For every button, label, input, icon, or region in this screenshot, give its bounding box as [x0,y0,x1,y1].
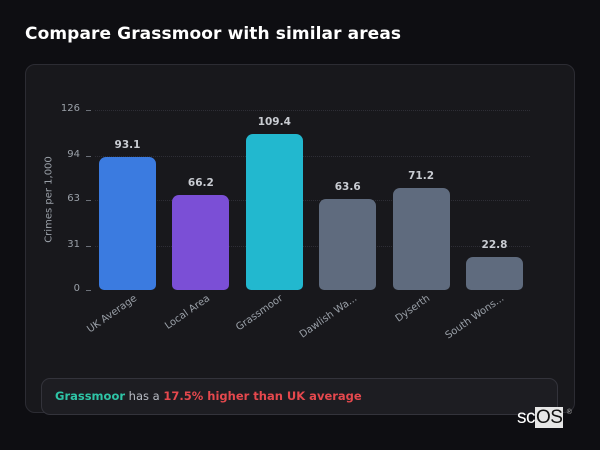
summary-connector: has a [125,389,164,403]
gridline [95,245,530,247]
y-tick-mark [86,200,91,201]
y-tick-mark [86,245,91,247]
bar-south-wons[interactable] [466,257,523,290]
comparison-summary: Grassmoor has a 17.5% higher than UK ave… [41,378,558,415]
y-tick-label: 63 [67,193,80,204]
registered-icon: ® [566,409,572,416]
bar-grassmoor[interactable] [245,133,303,290]
y-tick-label: 31 [67,238,80,250]
comparison-highlight: 17.5% higher than UK average [163,389,362,403]
bar-value-label: 22.8 [481,239,508,252]
y-tick-label: 126 [60,103,80,114]
x-axis-label: Dyserth [393,292,433,325]
bar-dyserth[interactable] [392,188,450,290]
bar-uk-average[interactable] [99,157,156,290]
x-axis-label: UK Average [84,292,139,336]
gridline [95,110,530,111]
gridline [95,200,530,201]
area-name: Grassmoor [55,389,126,403]
y-tick-mark [86,155,91,157]
y-tick-mark [86,110,91,111]
bar-dawlish-wa[interactable] [319,199,377,290]
bar-value-label: 109.4 [257,115,291,128]
bar-local-area[interactable] [172,195,230,290]
y-tick-label: 94 [67,148,80,160]
bar-value-label: 66.2 [187,177,214,190]
gridline [95,155,530,157]
x-axis-label: Dawlish Wa... [297,292,359,341]
y-tick-label: 0 [73,283,80,294]
x-axis-label: South Wons... [443,292,506,342]
y-tick-mark [86,290,91,291]
bar-value-label: 93.1 [114,139,141,151]
bar-value-label: 71.2 [408,170,435,183]
scos-logo: scOS ® [517,407,572,428]
bar-value-label: 63.6 [334,181,361,194]
page-title: Compare Grassmoor with similar areas [25,24,402,44]
x-axis-label: Grassmoor [234,292,286,334]
x-axis-label: Local Area [163,292,213,332]
